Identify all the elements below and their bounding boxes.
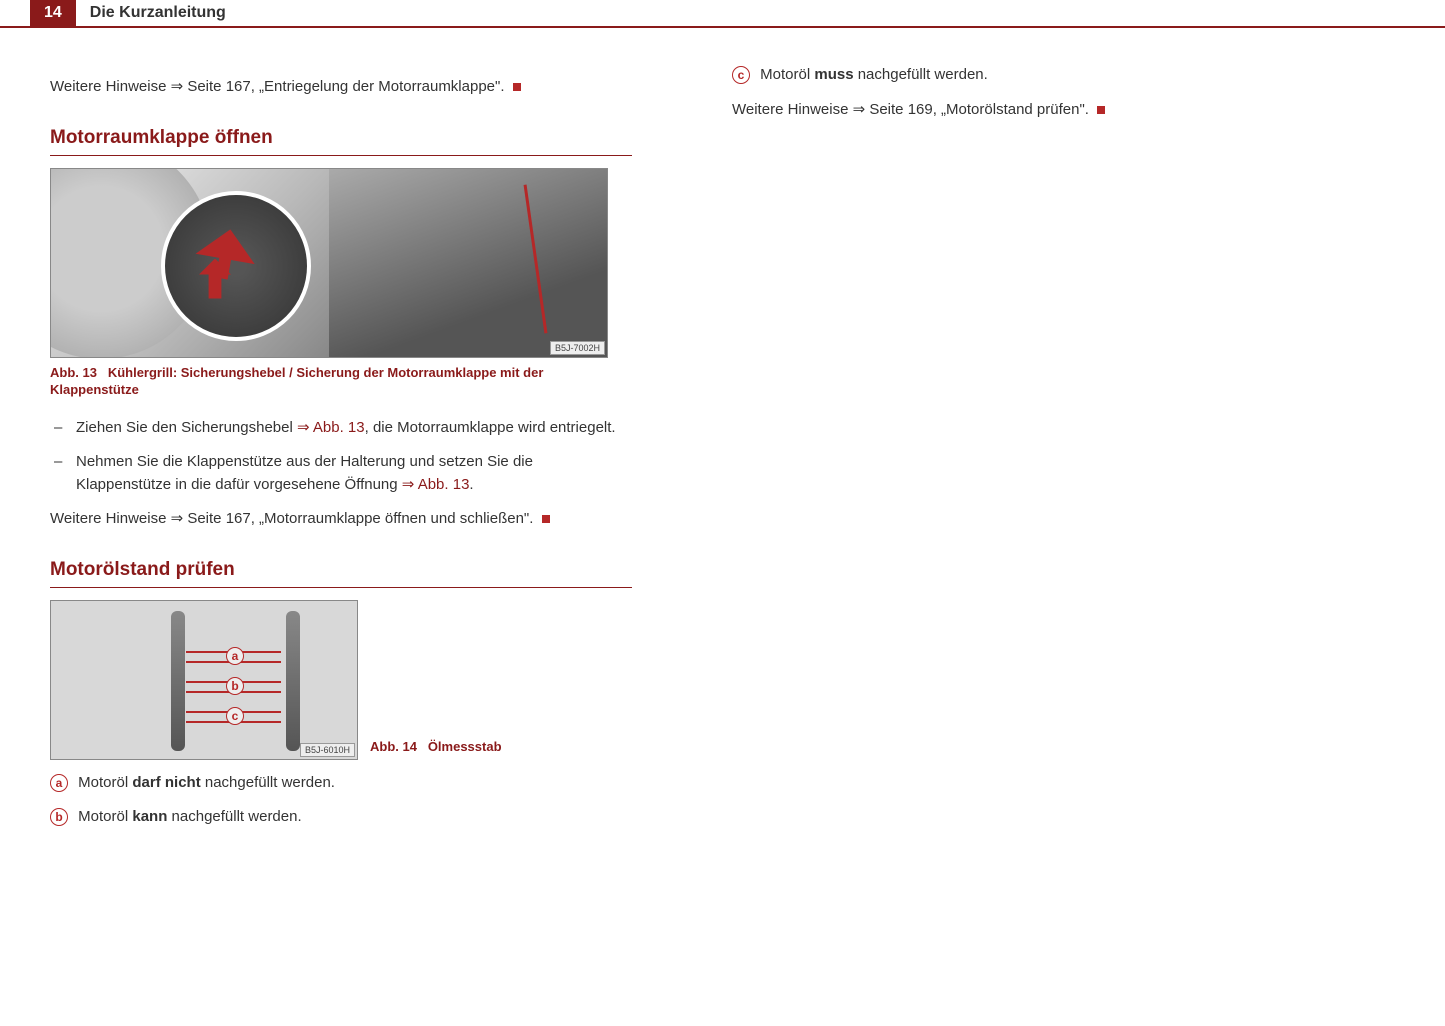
marker-label-c: c — [226, 707, 244, 725]
legend-bold: darf nicht — [132, 774, 200, 791]
figure-13-left-panel — [51, 169, 329, 357]
intro-reference-text: Weitere Hinweise ⇒ Seite 167, „Entriegel… — [50, 78, 505, 95]
legend-label-b: b — [50, 808, 68, 826]
legend-post: nachgefüllt werden. — [201, 774, 335, 791]
figure-reference-link[interactable]: ⇒ Abb. 13 — [297, 419, 365, 436]
col2-outro-text: Weitere Hinweise ⇒ Seite 169, „Motorölst… — [732, 101, 1089, 118]
instruction-pre: Ziehen Sie den Sicherungshebel — [76, 419, 297, 436]
figure-13-code: B5J-7002H — [550, 341, 605, 355]
figure-14-prefix: Abb. 14 — [370, 739, 417, 754]
marker-label-b: b — [226, 677, 244, 695]
section1-outro: Weitere Hinweise ⇒ Seite 167, „Motorraum… — [50, 508, 632, 531]
legend-pre: Motoröl — [760, 66, 814, 83]
legend-pre: Motoröl — [78, 774, 132, 791]
column-left: Weitere Hinweise ⇒ Seite 167, „Entriegel… — [50, 64, 632, 829]
instruction-item: – Ziehen Sie den Sicherungshebel ⇒ Abb. … — [50, 417, 632, 440]
col2-outro: Weitere Hinweise ⇒ Seite 169, „Motorölst… — [732, 99, 1314, 122]
intro-reference: Weitere Hinweise ⇒ Seite 167, „Entriegel… — [50, 76, 632, 99]
dipstick-icon — [171, 611, 185, 751]
end-marker-icon — [542, 515, 550, 523]
chapter-title: Die Kurzanleitung — [76, 0, 240, 26]
figure-14-caption: Abb. 14 Ölmessstab — [370, 738, 502, 756]
legend-item-a: a Motoröl darf nicht nachgefüllt werden. — [50, 772, 632, 795]
section1-outro-text: Weitere Hinweise ⇒ Seite 167, „Motorraum… — [50, 510, 533, 527]
page-header: 14 Die Kurzanleitung — [0, 0, 1445, 28]
instruction-text: Nehmen Sie die Klappenstütze aus der Hal… — [76, 451, 632, 496]
figure-14-row: a b c B5J-6010H Abb. 14 Ölmessstab — [50, 600, 632, 760]
instruction-post: , die Motorraumklappe wird entriegelt. — [365, 419, 616, 436]
marker-label-a: a — [226, 647, 244, 665]
figure-13-caption-text: Kühlergrill: Sicherungshebel / Sicherung… — [50, 365, 543, 398]
section-title-motoroelstand: Motorölstand prüfen — [50, 559, 632, 588]
figure-14: a b c B5J-6010H — [50, 600, 358, 760]
figure-14-caption-text: Ölmessstab — [428, 739, 502, 754]
figure-13-detail-circle — [161, 191, 311, 341]
bullet-dash: – — [50, 417, 76, 440]
legend-bold: kann — [132, 808, 167, 825]
figure-13-prefix: Abb. 13 — [50, 365, 97, 380]
legend-post: nachgefüllt werden. — [854, 66, 988, 83]
bullet-dash: – — [50, 451, 76, 496]
instruction-list: – Ziehen Sie den Sicherungshebel ⇒ Abb. … — [50, 417, 632, 497]
legend-pre: Motoröl — [78, 808, 132, 825]
end-marker-icon — [1097, 106, 1105, 114]
end-marker-icon — [513, 83, 521, 91]
instruction-item: – Nehmen Sie die Klappenstütze aus der H… — [50, 451, 632, 496]
legend-bold: muss — [814, 66, 853, 83]
figure-reference-link[interactable]: ⇒ Abb. 13 — [402, 476, 470, 493]
legend-label-a: a — [50, 774, 68, 792]
instruction-text: Ziehen Sie den Sicherungshebel ⇒ Abb. 13… — [76, 417, 616, 440]
figure-13-caption: Abb. 13 Kühlergrill: Sicherungshebel / S… — [50, 364, 632, 399]
legend-post: nachgefüllt werden. — [167, 808, 301, 825]
dipstick-icon — [286, 611, 300, 751]
figure-13-prop-rod — [524, 184, 548, 333]
page-number: 14 — [30, 0, 76, 26]
instruction-post: . — [469, 476, 473, 493]
figure-13-right-panel — [329, 169, 607, 357]
section-title-motorraumklappe: Motorraumklappe öffnen — [50, 127, 632, 156]
column-right: c Motoröl muss nachgefüllt werden. Weite… — [732, 64, 1314, 829]
legend-item-c: c Motoröl muss nachgefüllt werden. — [732, 64, 1314, 87]
legend-label-c: c — [732, 66, 750, 84]
figure-13: B5J-7002H — [50, 168, 608, 358]
legend-item-b: b Motoröl kann nachgefüllt werden. — [50, 806, 632, 829]
figure-14-code: B5J-6010H — [300, 743, 355, 757]
content-area: Weitere Hinweise ⇒ Seite 167, „Entriegel… — [0, 28, 1445, 849]
